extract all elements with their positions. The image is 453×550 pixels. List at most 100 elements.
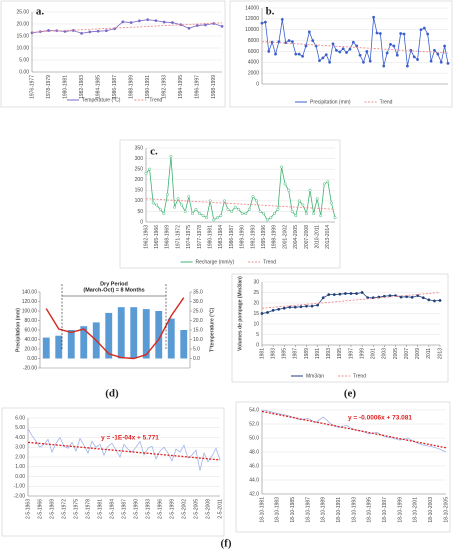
marker <box>318 59 321 63</box>
marker <box>190 212 194 215</box>
legend-label: Recharge (mm/y) <box>196 259 235 265</box>
marker <box>215 216 219 220</box>
x-tick-label: 18-10-2003 <box>428 497 434 523</box>
x-tick-label: 1998-1999 <box>272 225 278 249</box>
marker <box>251 195 255 199</box>
y2-tick-label: 15.0 <box>193 327 203 333</box>
trend-line <box>27 441 221 461</box>
marker <box>137 19 141 23</box>
y-tick-label: 8000 <box>248 38 259 44</box>
marker <box>223 199 226 203</box>
y-tick-label: 5 <box>256 332 259 338</box>
marker <box>349 292 353 295</box>
y-tick-label: 150 <box>135 188 144 194</box>
marker <box>333 216 337 220</box>
marker <box>80 31 84 35</box>
marker <box>419 28 423 32</box>
y-tick-label: 2000 <box>248 70 259 76</box>
marker <box>162 20 166 24</box>
legend-label: Mm3/an <box>306 373 324 379</box>
marker <box>170 21 174 25</box>
marker <box>299 305 303 309</box>
x-tick-label: 1993 <box>326 348 332 359</box>
marker <box>104 29 108 33</box>
marker <box>158 207 162 211</box>
marker <box>421 296 425 300</box>
marker <box>438 299 442 302</box>
panel-label: (f) <box>221 538 232 550</box>
panel-frame <box>119 139 341 269</box>
x-tick-label: 2-5-1978 <box>85 499 91 519</box>
legend-label: Trend <box>149 97 162 103</box>
x-tick-label: 1995 <box>337 348 343 359</box>
y-axis-title: Volumes de pompage (Mm3/an) <box>237 276 243 351</box>
trend-equation: y = -0.0006x + 73.081 <box>348 415 412 422</box>
marker <box>204 23 207 27</box>
marker <box>304 44 308 48</box>
y-tick-label: 20.00 <box>24 346 37 352</box>
x-tick-label: 1992-1993 <box>250 225 256 249</box>
marker <box>297 52 301 56</box>
marker <box>395 53 399 57</box>
panel-frame <box>231 273 449 383</box>
y-tick-label: 4000 <box>248 60 259 66</box>
trend-equation: y = -1E-04x + 5.771 <box>101 435 159 442</box>
marker <box>148 167 152 171</box>
y-tick-label: 100.00 <box>22 308 38 314</box>
panel-label: b. <box>266 6 275 18</box>
x-tick-label: 1971-1972 <box>175 225 181 249</box>
marker <box>290 40 294 44</box>
marker <box>311 39 315 43</box>
marker <box>183 209 187 213</box>
x-tick-label: 2-5-1984 <box>109 499 115 519</box>
y-tick-label: 10000 <box>245 27 259 33</box>
y-tick-label: 25 <box>253 290 259 296</box>
y-tick-label: 42.0 <box>249 491 259 497</box>
bar <box>42 337 50 359</box>
marker <box>180 203 184 207</box>
y-tick-label: 2.00 <box>15 454 25 460</box>
marker <box>399 295 403 299</box>
x-tick-label: 2001-2002 <box>282 225 288 249</box>
x-tick-label: 18-10-1981 <box>259 497 265 523</box>
marker <box>266 311 270 314</box>
x-tick-label: 2-5-1987 <box>121 499 127 519</box>
x-tick-label: 1962-1963 <box>143 225 149 249</box>
x-tick-label: 1998-1999 <box>211 75 217 99</box>
x-tick-label: 2-5-1999 <box>169 499 175 519</box>
panel-label: c. <box>150 146 158 158</box>
marker <box>276 207 280 211</box>
marker <box>240 212 244 215</box>
marker <box>348 47 352 51</box>
marker <box>282 306 286 310</box>
legend-label: Temperature (°C) <box>82 97 121 103</box>
marker <box>280 17 284 21</box>
y-tick-label: 52.0 <box>249 421 259 427</box>
marker <box>288 305 292 309</box>
marker <box>327 293 331 297</box>
marker <box>410 295 414 299</box>
marker <box>372 15 376 19</box>
marker <box>187 195 191 199</box>
marker <box>365 49 369 53</box>
marker <box>439 60 443 64</box>
marker <box>368 59 372 63</box>
marker <box>375 31 379 35</box>
marker <box>432 299 436 303</box>
marker <box>360 291 364 294</box>
y-tick-label: 54.0 <box>249 407 259 413</box>
y-tick-label: 20.00 <box>16 21 29 27</box>
legend-label: Trend <box>353 373 366 379</box>
y2-axis-title: T°temperature (°C) <box>209 308 215 353</box>
x-tick-label: 2005 <box>393 348 399 359</box>
bar <box>67 330 75 359</box>
x-tick-label: 2010-2011 <box>314 225 320 249</box>
x-tick-label: 2-5-2008 <box>205 499 211 519</box>
series-line <box>145 156 336 221</box>
marker <box>385 51 389 55</box>
marker <box>429 59 433 63</box>
marker <box>226 207 230 211</box>
y-axis-title: Precipitation (mm) <box>15 308 21 352</box>
marker <box>412 55 416 59</box>
